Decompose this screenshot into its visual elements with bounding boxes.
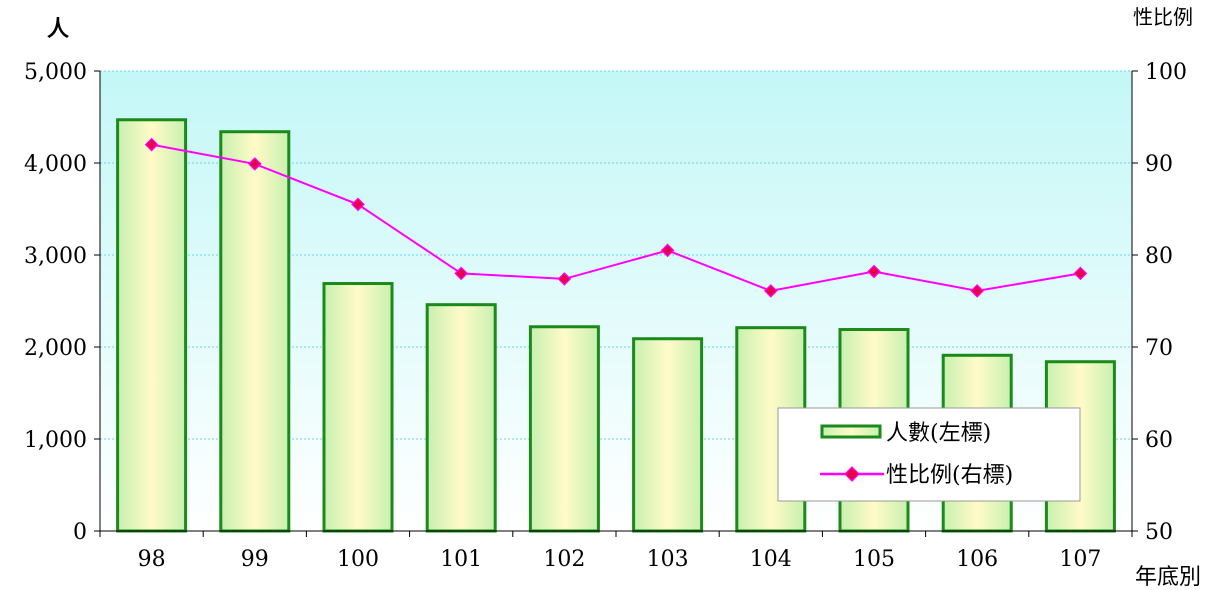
x-axis-label: 年底別 [1135, 565, 1201, 590]
x-tick-label: 99 [241, 547, 269, 572]
bar [322, 282, 394, 533]
line-point [970, 284, 985, 298]
y-axis-label: 人 [47, 16, 69, 42]
x-tick-label: 106 [956, 547, 998, 572]
y-tick-label: 1,000 [24, 428, 87, 453]
legend: 人數(左標) 性比例(右標) [777, 407, 1081, 502]
axes [94, 70, 1138, 537]
y-tick-label: 0 [73, 520, 87, 545]
tick-labels: 0 1,000 2,000 3,000 4,000 5,000 50 60 70 80 90 100 9… [24, 60, 1187, 572]
x-tick-label: 104 [750, 547, 792, 572]
x-tick-label: 102 [543, 547, 585, 572]
line-point [660, 243, 675, 258]
line-point [144, 137, 159, 152]
x-tick-label: 100 [337, 547, 379, 572]
x-tick-label: 98 [138, 547, 166, 572]
line-point [763, 284, 778, 298]
bar [632, 337, 704, 533]
x-tick-label: 107 [1059, 547, 1101, 572]
line-point [557, 272, 572, 286]
y-tick-label: 2,000 [24, 336, 87, 361]
bar [116, 118, 188, 533]
y-tick-label: 5,000 [24, 60, 87, 85]
bar [425, 303, 497, 533]
line-point [454, 266, 469, 281]
y2-tick-label: 80 [1145, 244, 1173, 269]
legend-box [777, 407, 1081, 502]
bar [219, 130, 291, 533]
y2-axis-label: 性比例 [1133, 5, 1193, 29]
legend-bar-swatch [820, 424, 882, 439]
sex-ratio-line [151, 143, 1081, 292]
x-tick-label: 103 [647, 547, 689, 572]
line-point [1073, 266, 1088, 281]
legend-line-label: 性比例(右標) [886, 463, 1013, 488]
y-tick-label: 3,000 [24, 244, 87, 269]
line-point [247, 157, 262, 171]
line-point [351, 197, 365, 212]
legend-bar-label: 人數(左標) [886, 421, 991, 446]
y-tick-label: 4,000 [24, 152, 87, 177]
legend-line-marker [844, 466, 860, 482]
y2-tick-label: 60 [1145, 428, 1173, 453]
y2-tick-label: 50 [1145, 520, 1173, 545]
line-series [144, 137, 1088, 298]
y2-tick-label: 100 [1145, 60, 1187, 85]
x-tick-label: 101 [440, 547, 482, 572]
x-tick-label: 105 [853, 547, 895, 572]
y2-tick-label: 90 [1145, 152, 1173, 177]
bar [528, 325, 600, 533]
line-point [867, 264, 881, 279]
y2-tick-label: 70 [1145, 336, 1173, 361]
